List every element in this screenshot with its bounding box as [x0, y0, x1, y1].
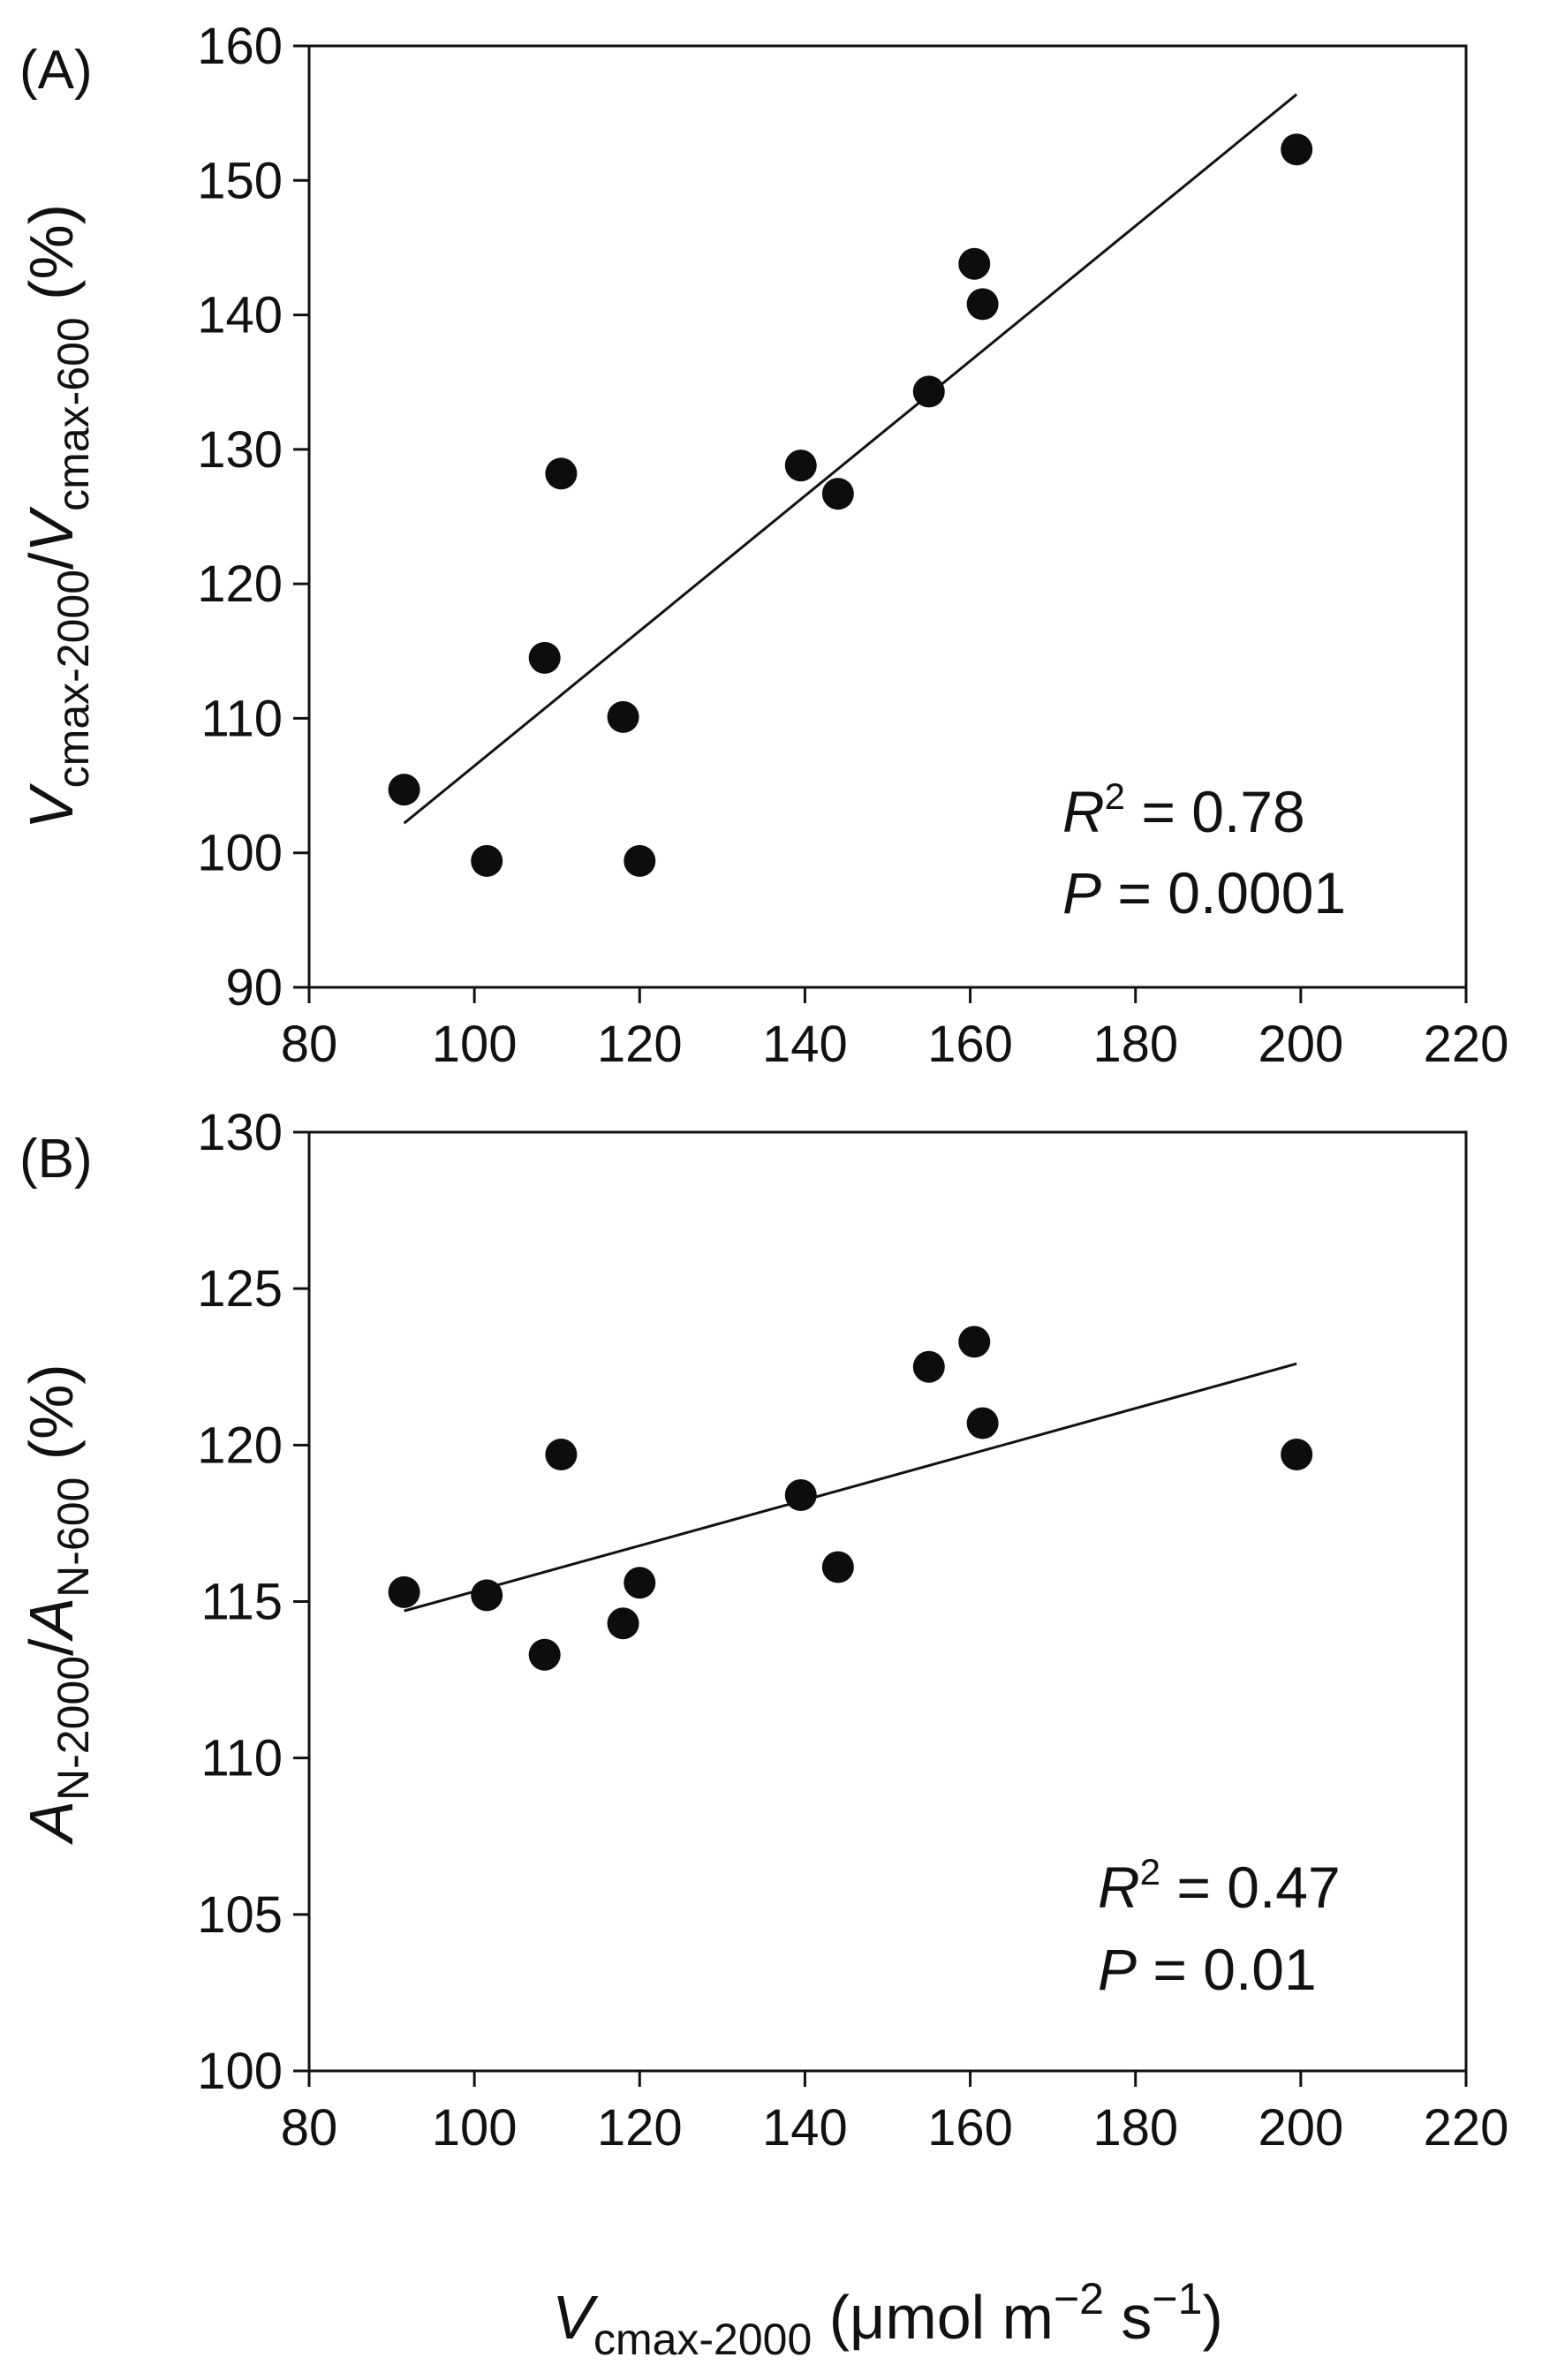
- r-squared-a: R2 = 0.78: [1062, 775, 1305, 844]
- data-point-a: [821, 478, 854, 510]
- data-point-a: [624, 844, 656, 877]
- y-tick-label-b: 125: [197, 1260, 283, 1318]
- y-tick-label-b: 105: [197, 1886, 283, 1944]
- x-tick-label-b: 140: [762, 2099, 848, 2157]
- x-tick-label-a: 100: [432, 1016, 518, 1073]
- data-point-a: [1281, 133, 1313, 166]
- y-axis-title-b: AN-2000/AN-600 (%): [17, 1364, 98, 1845]
- x-tick-label-b: 100: [432, 2099, 518, 2157]
- ticks-b: 80 100 120 140 160 180 200 22010010511011512012…: [197, 1104, 1508, 2157]
- y-tick-label-b: 100: [197, 2043, 283, 2100]
- x-tick-label-a: 120: [597, 1016, 683, 1073]
- x-tick-label-b: 120: [597, 2099, 683, 2157]
- ticks-a: 80 100 120 140 160 180 200 220 90 100 110 120 130 140…: [197, 18, 1508, 1073]
- data-point-a: [966, 288, 999, 321]
- data-point-b: [966, 1407, 999, 1439]
- x-tick-label-b: 220: [1424, 2099, 1509, 2157]
- data-point-b: [821, 1551, 854, 1583]
- data-point-a: [545, 457, 578, 490]
- y-tick-label-a: 130: [197, 421, 283, 479]
- data-point-b: [784, 1479, 817, 1512]
- data-points-a: [388, 93, 1313, 877]
- regression-line-b: [404, 1362, 1297, 1613]
- y-tick-label-b: 110: [201, 1730, 283, 1787]
- data-point-b: [958, 1326, 991, 1358]
- data-point-a: [471, 844, 503, 877]
- panel-a: 80 100 120 140 160 180 200 220 90 100 110 120 130 140…: [17, 18, 1508, 1073]
- x-tick-label-a: 140: [762, 1016, 848, 1073]
- panel-label-b: (B): [19, 1129, 93, 1190]
- data-point-a: [784, 450, 817, 482]
- x-tick-label-b: 160: [927, 2099, 1013, 2157]
- data-point-b: [471, 1579, 503, 1612]
- data-point-a: [912, 375, 945, 408]
- data-point-a: [958, 247, 991, 280]
- x-tick-label-b: 80: [281, 2099, 338, 2157]
- data-point-b: [545, 1438, 578, 1470]
- data-point-b: [528, 1638, 561, 1671]
- panel-label-a: (A): [19, 40, 93, 101]
- p-value-a: P = 0.0001: [1062, 860, 1346, 926]
- y-tick-label-a: 140: [197, 287, 283, 344]
- data-point-b: [624, 1567, 656, 1599]
- x-tick-label-b: 180: [1092, 2099, 1178, 2157]
- y-tick-label-b: 120: [197, 1417, 283, 1474]
- x-tick-label-a: 180: [1092, 1016, 1178, 1073]
- data-point-b: [912, 1350, 945, 1383]
- x-tick-label-a: 160: [927, 1016, 1013, 1073]
- x-axis-title: Vcmax-2000 (μmol m−2 s−1): [552, 2274, 1223, 2364]
- data-points-b: [388, 1326, 1313, 1671]
- x-tick-label-a: 200: [1258, 1016, 1343, 1073]
- y-tick-label-a: 100: [197, 825, 283, 882]
- data-point-b: [388, 1575, 420, 1608]
- r-squared-b: R2 = 0.47: [1098, 1851, 1341, 1920]
- x-tick-label-b: 200: [1258, 2099, 1343, 2157]
- plot-frame-a: [307, 44, 1468, 989]
- y-tick-label-b: 130: [197, 1104, 283, 1161]
- y-axis-title-a: Vcmax-2000/Vcmax-600 (%): [17, 204, 98, 829]
- panel-b: 80 100 120 140 160 180 200 22010010511011512012…: [17, 1104, 1508, 2157]
- p-value-b: P = 0.01: [1098, 1937, 1317, 2002]
- data-point-a: [607, 700, 639, 733]
- data-point-b: [607, 1607, 639, 1640]
- data-point-b: [1281, 1438, 1313, 1470]
- y-tick-label-a: 120: [197, 555, 283, 613]
- data-point-a: [388, 774, 420, 806]
- y-tick-label-a: 160: [197, 18, 283, 75]
- y-tick-label-a: 150: [197, 152, 283, 209]
- regression-line-a: [403, 93, 1298, 825]
- y-tick-label-a: 90: [225, 959, 283, 1016]
- x-tick-label-a: 220: [1424, 1016, 1509, 1073]
- x-tick-label-a: 80: [281, 1016, 338, 1073]
- data-point-a: [528, 641, 561, 674]
- y-tick-label-b: 115: [201, 1574, 283, 1631]
- y-tick-label-a: 110: [201, 690, 283, 747]
